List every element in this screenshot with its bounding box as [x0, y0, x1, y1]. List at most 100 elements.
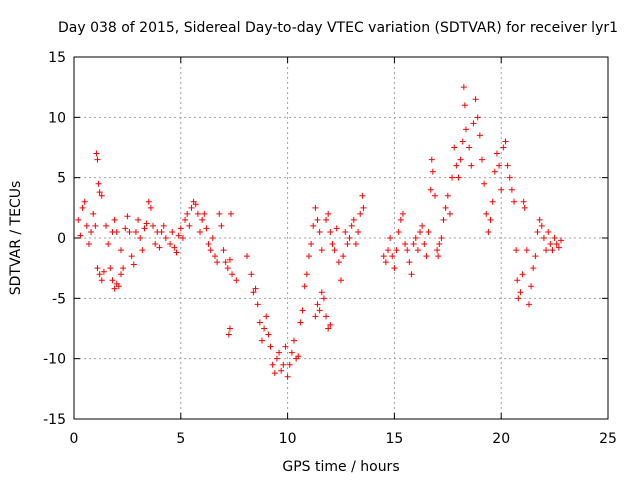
- data-point: [273, 355, 280, 362]
- data-point: [419, 222, 426, 229]
- data-point: [389, 253, 396, 260]
- data-point: [94, 265, 101, 272]
- data-point: [468, 162, 475, 169]
- data-point: [305, 253, 312, 260]
- data-point: [397, 216, 404, 223]
- data-point: [128, 253, 135, 260]
- data-point: [276, 349, 283, 356]
- data-point: [414, 247, 421, 254]
- x-tick-label: 5: [176, 431, 185, 447]
- data-point: [167, 241, 174, 248]
- data-point: [558, 237, 565, 244]
- data-point: [417, 228, 424, 235]
- data-point: [225, 331, 232, 338]
- data-point: [222, 259, 229, 266]
- data-point: [520, 198, 527, 205]
- data-point: [284, 373, 291, 380]
- data-point: [261, 325, 268, 332]
- data-point: [534, 228, 541, 235]
- data-point: [160, 222, 167, 229]
- data-point: [423, 253, 430, 260]
- data-point: [408, 271, 415, 278]
- data-point: [435, 253, 442, 260]
- data-point: [282, 343, 289, 350]
- data-point: [451, 144, 458, 151]
- data-point: [278, 367, 285, 374]
- data-point: [207, 247, 214, 254]
- data-point: [508, 186, 515, 193]
- data-point: [434, 247, 441, 254]
- data-point: [338, 277, 344, 284]
- data-point: [81, 198, 88, 205]
- data-point: [171, 244, 178, 251]
- data-point: [350, 216, 357, 223]
- data-point: [553, 241, 560, 248]
- data-point: [515, 295, 522, 302]
- data-point: [90, 210, 97, 217]
- data-point: [83, 222, 90, 229]
- data-point: [182, 216, 189, 223]
- data-point: [254, 301, 261, 308]
- data-point: [250, 289, 257, 296]
- data-point: [485, 228, 492, 235]
- data-point: [229, 271, 236, 278]
- data-point: [402, 241, 409, 248]
- x-tick-label: 20: [492, 431, 510, 447]
- data-point: [470, 120, 477, 127]
- y-tick-label: 0: [57, 231, 66, 247]
- data-point: [504, 162, 511, 169]
- data-point: [346, 235, 353, 241]
- data-point: [85, 241, 92, 248]
- data-point: [100, 268, 107, 275]
- data-point: [192, 201, 199, 208]
- data-point: [462, 126, 469, 133]
- data-point: [175, 232, 182, 239]
- data-point: [248, 271, 255, 278]
- data-point: [88, 228, 95, 235]
- data-point: [214, 259, 221, 266]
- data-point: [352, 241, 359, 248]
- data-point: [555, 244, 562, 251]
- data-point: [158, 228, 165, 235]
- data-point: [523, 247, 530, 254]
- data-point: [382, 259, 389, 266]
- data-point: [323, 313, 330, 320]
- data-point: [233, 277, 240, 284]
- data-point: [265, 331, 272, 338]
- data-point: [481, 180, 488, 187]
- data-point: [428, 156, 435, 163]
- data-point: [308, 241, 315, 248]
- data-point: [461, 102, 468, 109]
- data-point: [226, 325, 233, 332]
- y-tick-label: 5: [57, 171, 66, 187]
- data-point: [117, 247, 124, 254]
- data-point: [152, 241, 159, 248]
- data-point: [530, 265, 537, 272]
- data-point: [147, 204, 154, 211]
- data-point: [205, 241, 212, 248]
- data-point: [269, 361, 276, 368]
- data-point: [438, 235, 445, 241]
- data-point: [453, 162, 460, 169]
- data-point: [500, 144, 507, 151]
- data-point: [227, 210, 234, 217]
- x-tick-label: 25: [599, 431, 617, 447]
- data-point: [491, 168, 498, 175]
- data-point: [496, 162, 503, 169]
- data-point: [244, 253, 251, 260]
- data-point: [357, 210, 364, 217]
- y-tick-label: 15: [48, 50, 66, 66]
- data-point: [466, 144, 473, 151]
- data-point: [549, 247, 556, 254]
- data-point: [425, 228, 432, 235]
- data-point: [384, 247, 391, 254]
- data-point: [211, 253, 218, 260]
- data-point: [331, 247, 338, 254]
- data-point: [318, 247, 325, 254]
- data-point: [519, 271, 526, 278]
- data-point: [186, 222, 193, 229]
- data-point: [335, 259, 342, 266]
- data-point: [150, 222, 157, 229]
- data-point: [203, 225, 210, 232]
- data-point: [256, 319, 263, 326]
